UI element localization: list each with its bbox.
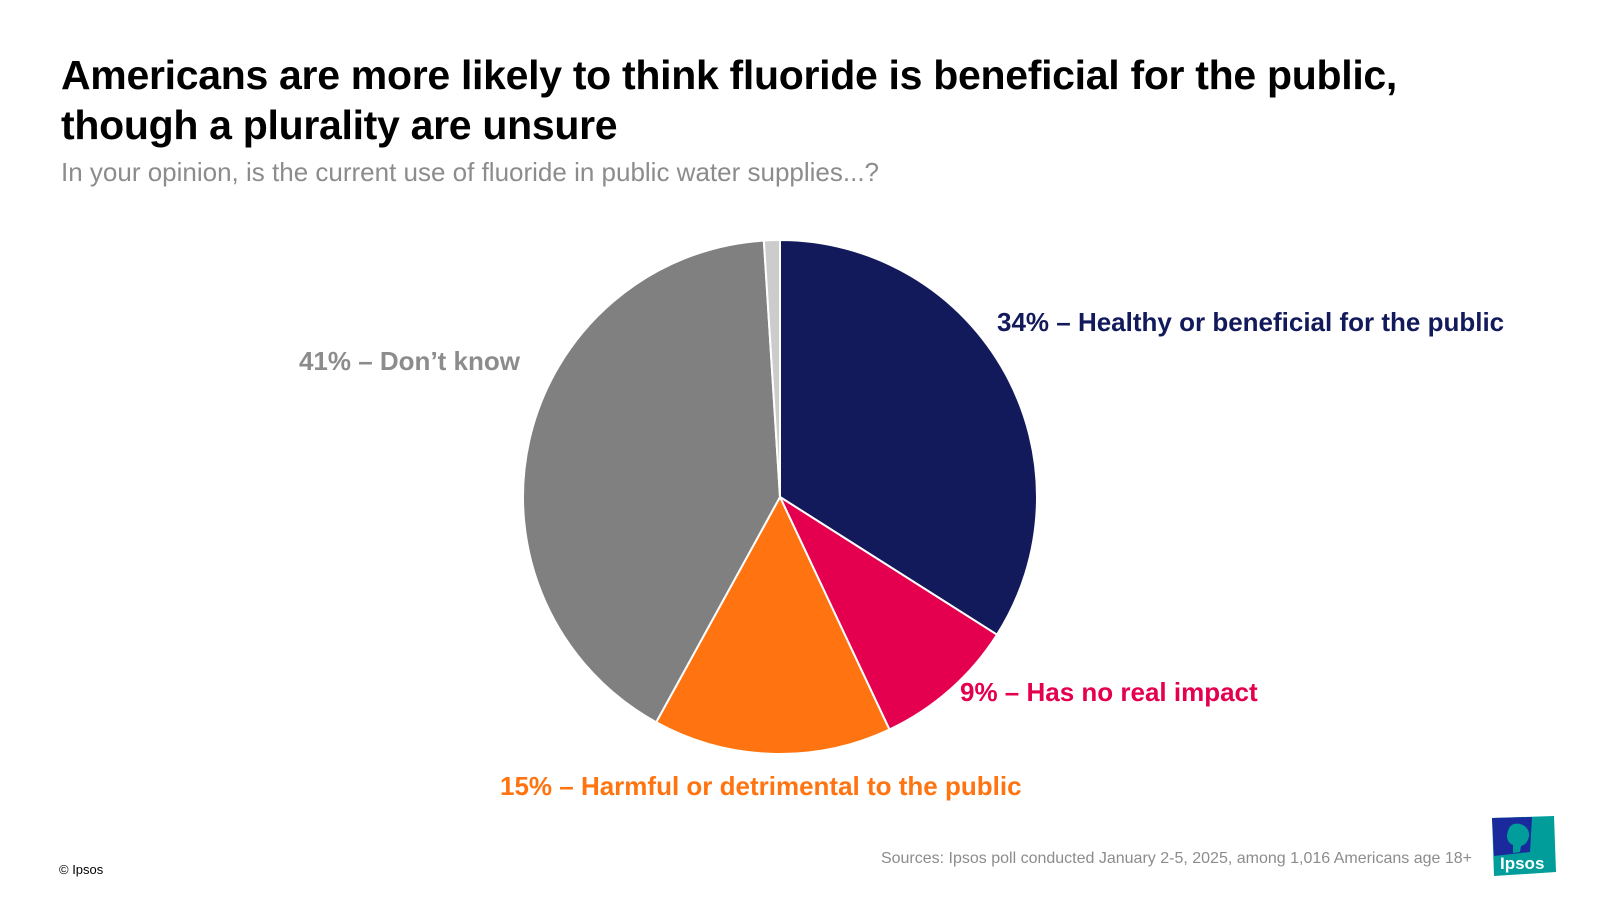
- pie-slice-no-impact: [777, 494, 999, 731]
- slice-label-harmful: 15% – Harmful or detrimental to the publ…: [500, 771, 1022, 801]
- pie-labels: 34% – Healthy or beneficial for the publ…: [299, 307, 1504, 801]
- pie-slice-beneficial: [779, 238, 1038, 637]
- slice-label-dont-know: 41% – Don’t know: [299, 346, 521, 376]
- pie-slice-dont-know: [522, 239, 782, 724]
- ipsos-logo: Ipsos: [1492, 816, 1556, 876]
- pie-slices: [522, 238, 1038, 755]
- pie-slice-harmful: [654, 494, 891, 755]
- chart-title: Americans are more likely to think fluor…: [61, 52, 1398, 148]
- source-note: Sources: Ipsos poll conducted January 2-…: [880, 850, 1472, 867]
- copyright-text: © Ipsos: [59, 862, 104, 877]
- slice-label-no-impact: 9% – Has no real impact: [960, 677, 1258, 707]
- pie-slice-other: [762, 238, 781, 498]
- logo-head-icon: [1507, 823, 1530, 853]
- logo-text: Ipsos: [1500, 854, 1544, 873]
- slice-label-beneficial: 34% – Healthy or beneficial for the publ…: [997, 307, 1504, 337]
- chart-subtitle: In your opinion, is the current use of f…: [61, 157, 880, 187]
